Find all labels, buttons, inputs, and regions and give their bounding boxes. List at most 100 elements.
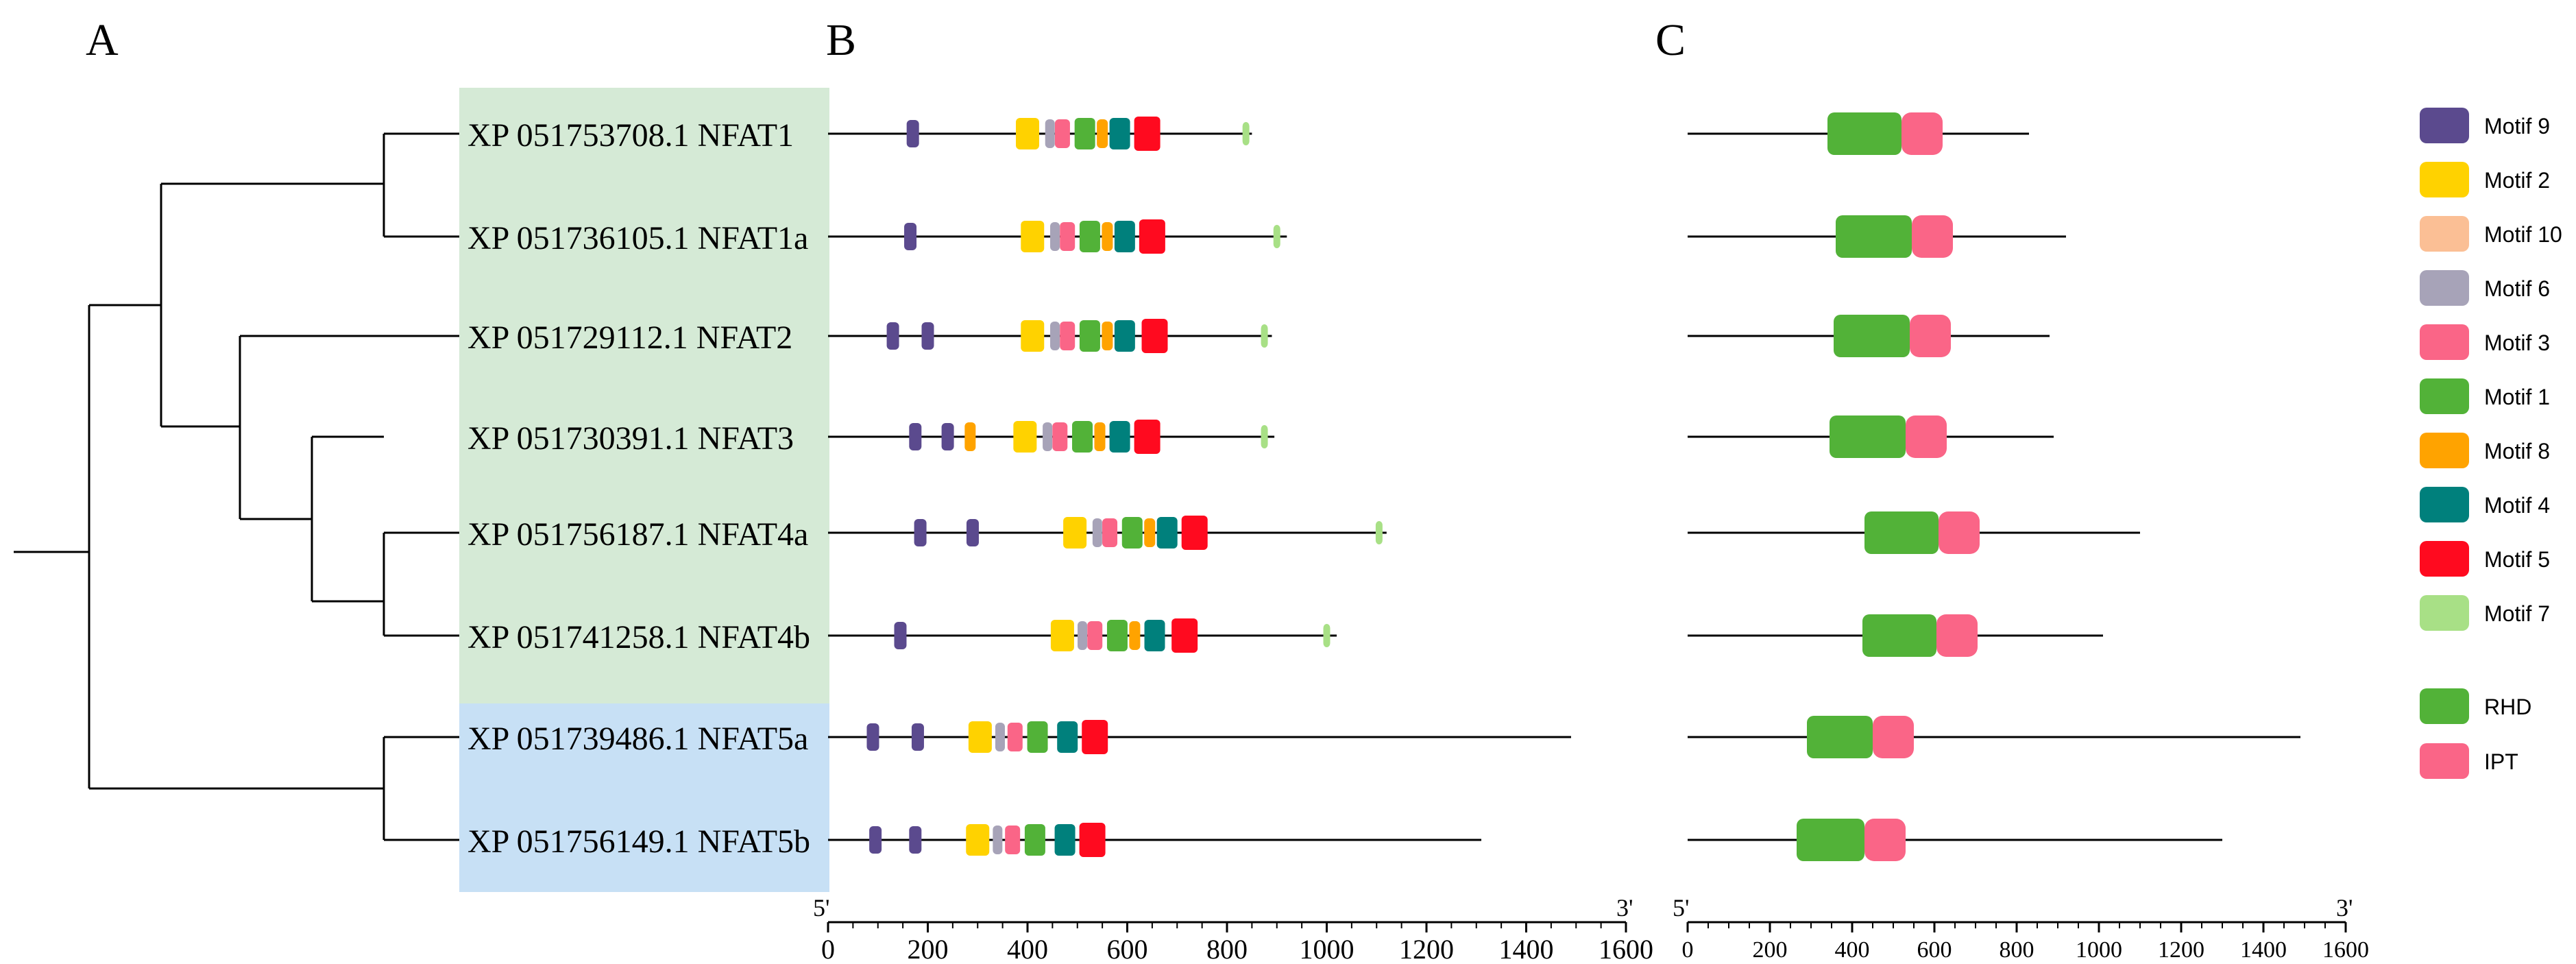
legend-label-m3: Motif 3 xyxy=(2484,330,2550,355)
motif-box-m2 xyxy=(1050,620,1074,651)
motif-box-m7 xyxy=(1375,521,1383,544)
protein-label: XP 051756187.1 NFAT4a xyxy=(467,516,808,553)
panel-label-b: B xyxy=(826,15,856,65)
rhd-domain-box xyxy=(1830,415,1906,458)
ipt-domain-box xyxy=(1901,112,1943,155)
protein-label: XP 051753708.1 NFAT1 xyxy=(467,117,794,154)
motif-box-m3 xyxy=(1054,119,1070,148)
motif-box-m9 xyxy=(966,519,979,546)
axis-b-tick-label: 800 xyxy=(1206,934,1248,964)
motif-box-m9 xyxy=(869,826,882,854)
motif-box-m5 xyxy=(1134,117,1161,151)
motif-box-m9 xyxy=(909,826,922,854)
motif-box-m8 xyxy=(1102,222,1113,251)
legend-swatch-m2 xyxy=(2420,162,2469,197)
ipt-domain-box xyxy=(1910,315,1951,357)
motif-box-m2 xyxy=(968,721,992,753)
ipt-domain-box xyxy=(1864,819,1906,861)
axis-c-tick-label: 1200 xyxy=(2158,937,2204,963)
rhd-domain-box xyxy=(1807,716,1873,758)
axis-c-tick-label: 1400 xyxy=(2240,937,2287,963)
rhd-domain-box xyxy=(1836,215,1912,258)
motif-box-m3 xyxy=(1007,723,1023,751)
legend-swatch-m8 xyxy=(2420,433,2469,468)
axis-b-tick-label: 1000 xyxy=(1300,934,1354,964)
ipt-domain-box xyxy=(1873,716,1914,758)
rhd-domain-box xyxy=(1834,315,1910,357)
motif-box-m7 xyxy=(1323,624,1330,647)
axis-c-tick-label: 600 xyxy=(1917,937,1952,963)
legend-swatch-m10 xyxy=(2420,216,2469,252)
motif-box-m8 xyxy=(964,422,976,451)
motif-box-m9 xyxy=(904,223,917,250)
axis-b-tick-label: 200 xyxy=(908,934,949,964)
motif-box-m8 xyxy=(1129,621,1141,650)
domain-tracks xyxy=(1688,112,2300,861)
motif-box-m1 xyxy=(1106,620,1128,651)
legend-swatch-ipt xyxy=(2420,743,2469,779)
motif-box-m1 xyxy=(1027,721,1048,753)
blue-clade-box xyxy=(459,703,829,892)
axis-c-3prime: 3' xyxy=(2336,894,2353,921)
legend-swatch-m3 xyxy=(2420,324,2469,360)
motif-box-m1 xyxy=(1074,118,1095,149)
motif-box-m6 xyxy=(993,826,1003,854)
motif-box-m7 xyxy=(1273,225,1280,248)
motif-box-m3 xyxy=(1052,422,1068,451)
motif-box-m9 xyxy=(886,322,899,350)
motif-tracks xyxy=(828,117,1571,857)
motif-box-m4 xyxy=(1109,421,1130,453)
axis-c-5prime: 5' xyxy=(1673,894,1690,921)
motif-box-m5 xyxy=(1134,420,1161,454)
motif-box-m7 xyxy=(1261,324,1268,348)
motif-box-m6 xyxy=(1050,322,1060,350)
motif-box-m6 xyxy=(1092,518,1102,547)
legend-swatch-m1 xyxy=(2420,378,2469,414)
legend-swatch-m4 xyxy=(2420,487,2469,522)
motif-box-m5 xyxy=(1181,516,1208,550)
protein-labels: XP 051753708.1 NFAT1 XP 051736105.1 NFAT1… xyxy=(467,117,810,860)
protein-label: XP 051739486.1 NFAT5a xyxy=(467,721,808,757)
axis-c-tick-label: 200 xyxy=(1753,937,1788,963)
motif-box-m6 xyxy=(1045,119,1055,148)
legend-swatch-rhd xyxy=(2420,688,2469,724)
axis-b: 5' 3' 0 200 400 600 800 1000 1200 1400 1600 xyxy=(813,894,1653,964)
motif-box-m8 xyxy=(1144,518,1156,547)
axis-b-tick-label: 400 xyxy=(1007,934,1048,964)
legend-label-m4: Motif 4 xyxy=(2484,493,2550,518)
axis-b-5prime: 5' xyxy=(813,894,830,921)
motif-box-m6 xyxy=(1043,422,1053,451)
axis-b-tick-label: 1400 xyxy=(1499,934,1554,964)
motif-box-m4 xyxy=(1114,221,1135,252)
rhd-domain-box xyxy=(1797,819,1864,861)
axis-c-tick-label: 1600 xyxy=(2322,937,2369,963)
rhd-domain-box xyxy=(1862,614,1936,657)
motif-box-m9 xyxy=(906,120,919,147)
motif-box-m5 xyxy=(1171,618,1198,653)
legend-label-m5: Motif 5 xyxy=(2484,547,2550,572)
legend-label-rhd: RHD xyxy=(2484,695,2531,719)
motif-box-m4 xyxy=(1109,118,1130,149)
motif-box-m4 xyxy=(1144,620,1165,651)
panel-label-c: C xyxy=(1655,15,1686,65)
motif-box-m6 xyxy=(1050,222,1060,251)
axis-c-tick-label: 800 xyxy=(2000,937,2034,963)
legend-swatch-m5 xyxy=(2420,541,2469,577)
motif-box-m9 xyxy=(914,519,927,546)
motif-box-m6 xyxy=(1078,621,1088,650)
axis-c: 5' 3' 0 200 400 600 800 1000 1200 1400 1600 xyxy=(1673,894,2369,963)
motif-box-m3 xyxy=(1087,621,1103,650)
rhd-domain-box xyxy=(1827,112,1901,155)
axis-c-tick-label: 0 xyxy=(1682,937,1694,963)
motif-box-m4 xyxy=(1054,824,1076,856)
motif-box-m4 xyxy=(1114,320,1135,352)
axis-b-tick-label: 1200 xyxy=(1399,934,1454,964)
ipt-domain-box xyxy=(1936,614,1978,657)
motif-box-m2 xyxy=(1063,517,1087,549)
motif-box-m7 xyxy=(1261,425,1268,448)
motif-box-m2 xyxy=(1021,320,1045,352)
motif-box-m8 xyxy=(1094,422,1106,451)
legend-label-m10: Motif 10 xyxy=(2484,222,2562,247)
motif-box-m3 xyxy=(1005,826,1021,854)
